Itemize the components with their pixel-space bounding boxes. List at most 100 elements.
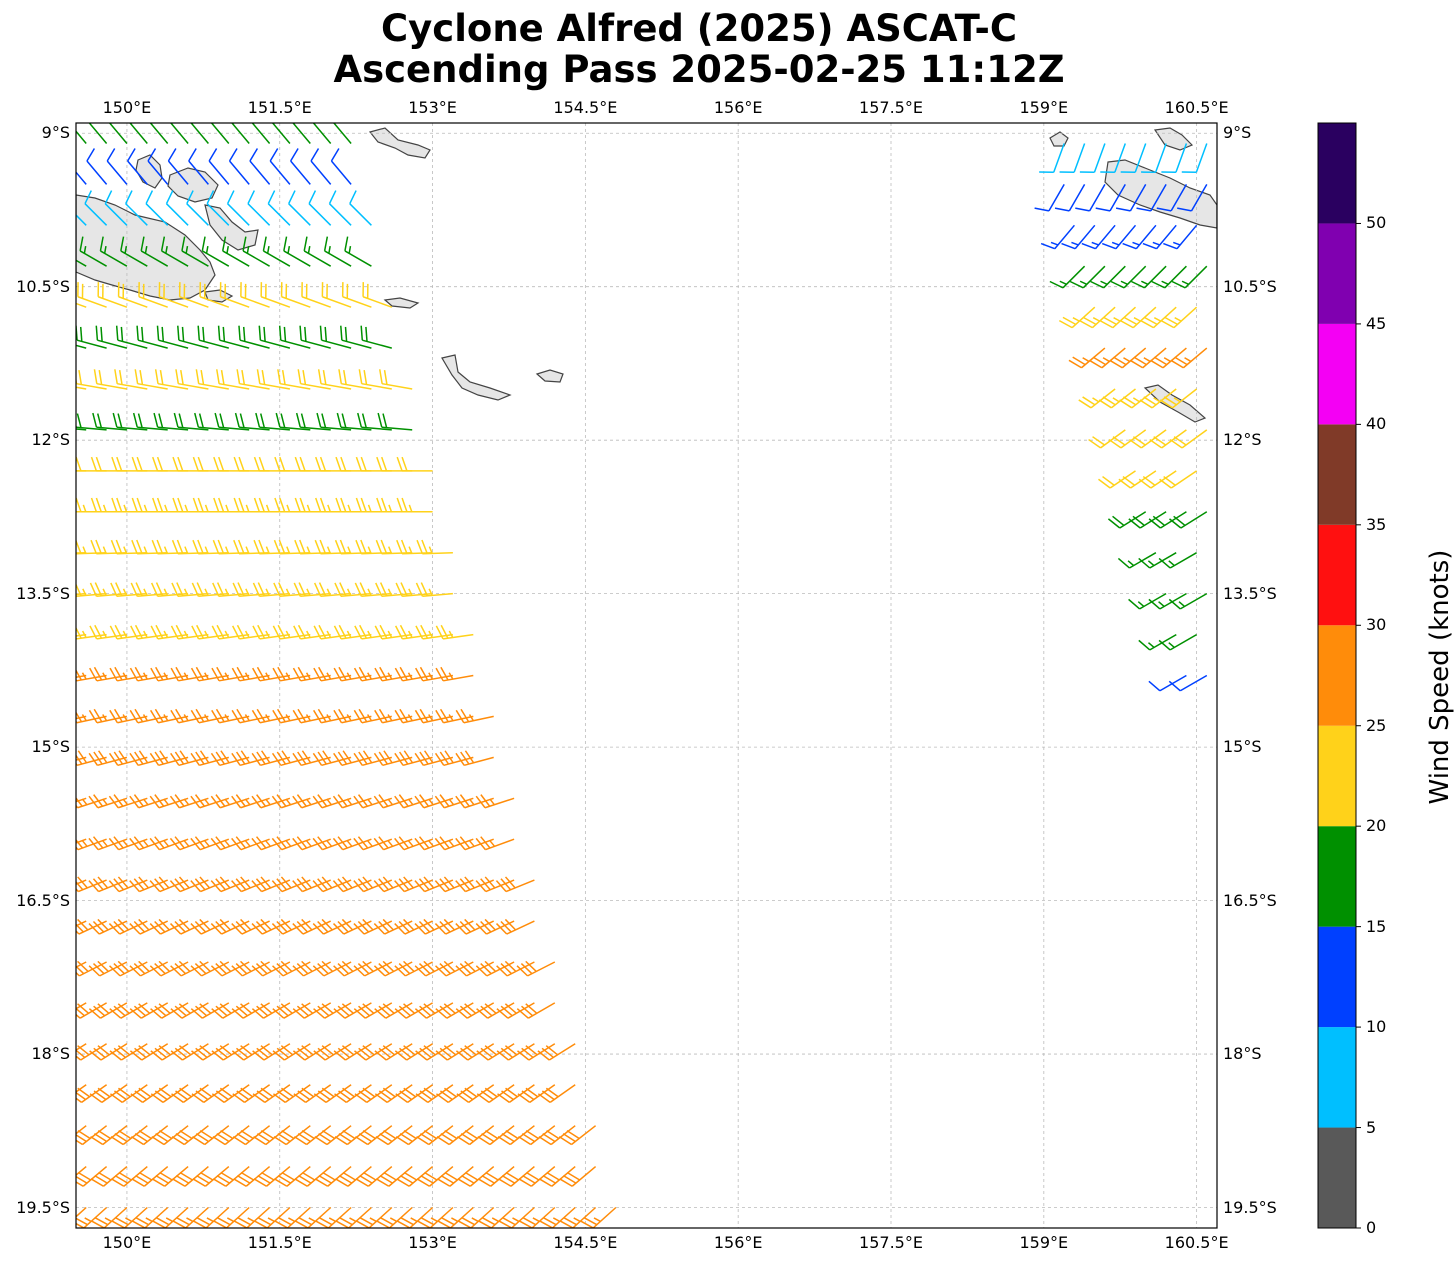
wind-barb	[1122, 224, 1157, 250]
wind-barb	[435, 1084, 474, 1103]
wind-barb	[1168, 592, 1208, 610]
wind-barb	[110, 582, 148, 598]
wind-barb	[150, 666, 189, 682]
wind-barb	[1118, 470, 1157, 489]
wind-barb	[130, 1125, 169, 1146]
wind-barb	[373, 836, 413, 851]
wind-barb	[373, 960, 413, 977]
island-normanby	[204, 204, 259, 251]
wind-barb	[313, 1002, 352, 1019]
wind-barb	[497, 1084, 535, 1103]
wind-barb	[231, 624, 270, 640]
map-frame	[75, 122, 1218, 1229]
lat-tick-label-left: 16.5°S	[16, 890, 70, 910]
wind-barb	[190, 666, 229, 682]
wind-barb	[271, 794, 311, 809]
wind-barb	[149, 708, 189, 724]
wind-barb	[249, 148, 271, 185]
wind-barb	[86, 148, 108, 185]
wind-barb	[1168, 674, 1208, 692]
wind-barb	[1081, 224, 1116, 250]
colorbar-bin-8	[1318, 323, 1356, 425]
wind-barb	[495, 876, 535, 893]
wind-barb	[1148, 674, 1187, 692]
wind-barb	[76, 838, 87, 851]
wind-barb	[334, 1125, 372, 1146]
wind-barb	[228, 148, 250, 185]
wind-barb	[373, 794, 413, 809]
wind-barb	[231, 1043, 270, 1061]
wind-barb	[333, 1043, 372, 1061]
colorbar-frame	[1317, 122, 1357, 1229]
colorbar-tick-label: 35	[1366, 514, 1387, 534]
wind-barb	[295, 412, 331, 431]
wind-barb	[332, 836, 372, 851]
wind-barb	[1075, 184, 1106, 212]
wind-barb	[177, 325, 209, 349]
wind-barb	[149, 836, 189, 851]
wind-barb	[314, 1125, 352, 1146]
wind-barb	[210, 750, 250, 767]
wind-barb	[197, 325, 229, 349]
wind-barb	[374, 624, 413, 640]
wind-barb	[89, 666, 128, 682]
wind-barb	[104, 190, 128, 226]
wind-barb	[208, 148, 230, 185]
wind-barb	[169, 794, 209, 809]
colorbar-bin-9	[1318, 223, 1356, 324]
wind-barb	[130, 582, 168, 598]
colorbar-bin-1	[1318, 1027, 1356, 1128]
wind-barb	[455, 794, 494, 809]
wind-barb	[76, 1043, 87, 1061]
wind-barb	[455, 836, 494, 851]
wind-barb-layer	[76, 123, 1208, 1228]
wind-barb	[231, 918, 270, 935]
wind-barb	[414, 708, 454, 724]
colorbar-tick-label: 50	[1366, 213, 1387, 233]
wind-barb	[415, 666, 454, 682]
wind-barb	[129, 708, 168, 724]
wind-barb	[88, 708, 128, 724]
wind-barb	[312, 750, 352, 767]
wind-barb	[1120, 143, 1147, 173]
wind-barb	[434, 750, 474, 767]
wind-barb	[395, 582, 433, 598]
wind-barb	[330, 123, 352, 144]
wind-barb	[271, 750, 311, 767]
lat-tick-label-left: 12°S	[31, 430, 70, 450]
colorbar-tick-label: 5	[1366, 1117, 1377, 1137]
wind-barb	[1158, 633, 1197, 651]
lat-tick-label-right: 18°S	[1223, 1044, 1262, 1064]
wind-barb	[88, 836, 128, 851]
wind-barb	[344, 236, 372, 267]
colorbar-tick-label: 15	[1366, 916, 1387, 936]
wind-barb	[301, 282, 331, 308]
wind-barb	[360, 325, 392, 349]
wind-barb	[170, 708, 209, 724]
wind-barb	[76, 296, 87, 308]
wind-barb	[99, 236, 128, 267]
wind-barb	[328, 190, 352, 226]
wind-barb	[375, 582, 413, 598]
wind-barb	[147, 123, 169, 144]
wind-barb	[210, 836, 250, 851]
colorbar-tick-label: 40	[1366, 414, 1387, 434]
wind-barb	[76, 836, 107, 851]
wind-barb	[231, 1002, 270, 1019]
wind-barb	[292, 666, 331, 682]
wind-barb	[232, 1125, 271, 1146]
wind-barb	[374, 708, 413, 724]
wind-barb	[1159, 470, 1198, 489]
wind-barb	[150, 582, 189, 598]
wind-barb	[277, 369, 311, 390]
wind-barb	[292, 794, 331, 809]
wind-barb	[293, 1125, 332, 1146]
wind-barb	[232, 582, 270, 598]
wind-barb	[1079, 143, 1106, 173]
wind-barb	[1100, 143, 1127, 173]
wind-barb	[415, 582, 453, 598]
wind-barb	[76, 325, 107, 349]
lat-tick-label-right: 15°S	[1223, 737, 1262, 757]
wind-barb	[212, 1125, 250, 1146]
wind-barb	[109, 1084, 148, 1103]
